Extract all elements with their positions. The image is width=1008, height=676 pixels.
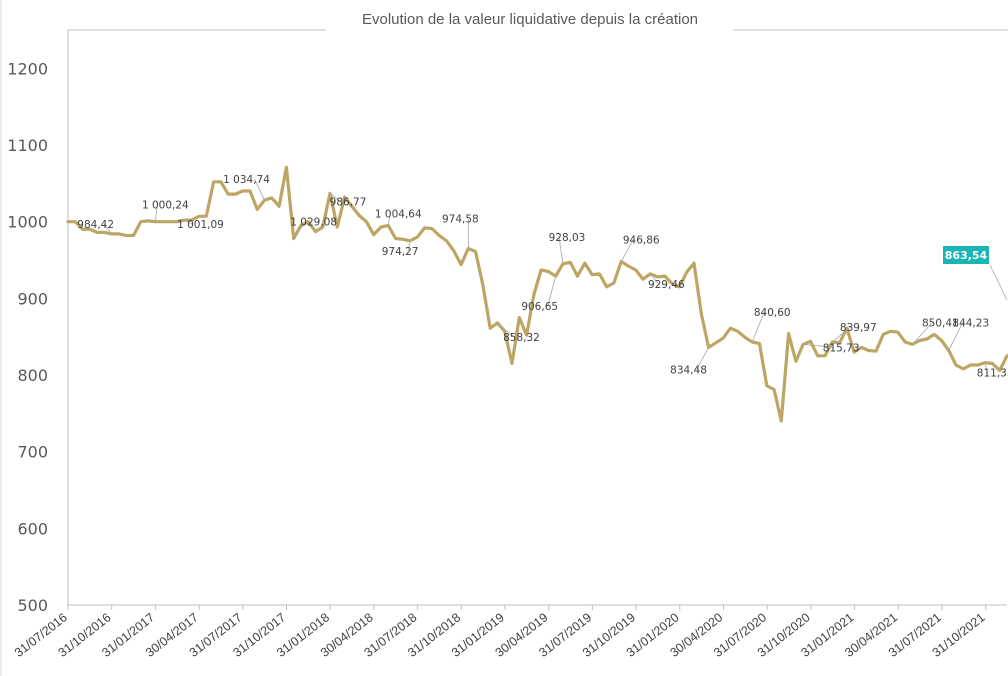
data-label: 840,60 (754, 307, 791, 319)
data-label-leader (620, 239, 634, 262)
data-label: 929,46 (648, 279, 685, 291)
last-value-leader (989, 264, 1008, 301)
data-label: 974,27 (382, 246, 419, 258)
data-label: 811,35 (977, 368, 1008, 380)
data-labels: 984,42 1 000,24 1 001,09 1 034,74 1 029,08 98… (77, 174, 1008, 380)
chart-title: Evolution de la valeur liquidative depui… (362, 11, 698, 28)
y-tick-label: 800 (17, 366, 48, 385)
data-label: 1 004,64 (375, 209, 422, 221)
data-label: 946,86 (623, 235, 660, 247)
data-label-leader (497, 322, 514, 338)
data-label: 834,48 (670, 364, 707, 376)
data-label-leader (696, 347, 709, 370)
data-label: 984,42 (77, 219, 114, 231)
series-line (66, 165, 1008, 423)
data-label: 839,97 (840, 322, 877, 334)
y-axis: 500 600 700 800 900 1000 1100 1200 (7, 59, 48, 615)
data-label: 1 000,24 (142, 200, 189, 212)
last-value-label: 863,54 (943, 246, 1008, 301)
x-axis: 31/07/201631/10/201631/01/201730/04/2017… (12, 605, 988, 660)
data-label-leader (184, 219, 193, 225)
data-label: 1 029,08 (290, 217, 337, 229)
data-label-leader (329, 192, 341, 202)
data-label-leader (751, 311, 765, 343)
y-tick-label: 500 (17, 596, 48, 615)
data-label-leader (832, 326, 851, 343)
series-layer (66, 165, 1008, 423)
data-label-leader (103, 223, 112, 235)
data-label-leader (293, 221, 306, 239)
y-tick-label: 1000 (7, 213, 48, 232)
data-label-leader (407, 240, 411, 251)
data-label: 844,23 (952, 317, 989, 329)
data-label-leader (558, 236, 564, 264)
y-tick-label: 700 (17, 443, 48, 462)
data-label: 858,32 (503, 332, 540, 344)
data-label: 1 034,74 (223, 174, 270, 186)
data-label-leader (948, 322, 964, 351)
data-label: 928,03 (549, 232, 586, 244)
data-label-leader (984, 362, 988, 373)
data-label-leader (387, 213, 391, 226)
chart-title-group: Evolution de la valeur liquidative depui… (362, 11, 698, 28)
data-label: 1 001,09 (177, 219, 224, 231)
y-tick-label: 600 (17, 519, 48, 538)
data-label-leader (254, 179, 265, 201)
data-label: 906,65 (521, 301, 558, 313)
data-label-leader (547, 275, 557, 307)
y-tick-label: 1200 (7, 59, 48, 78)
data-label: 815,73 (823, 342, 860, 354)
last-value-box (943, 246, 989, 264)
data-label-leader (650, 273, 659, 285)
data-label: 850,41 (922, 317, 959, 329)
y-tick-label: 1100 (7, 136, 48, 155)
data-label-leader (803, 343, 834, 348)
data-label-leader (912, 322, 933, 345)
data-label-leader (154, 204, 158, 222)
data-label: 974,58 (442, 214, 479, 226)
last-value-text: 863,54 (945, 249, 988, 262)
data-label: 986,77 (330, 196, 367, 208)
y-tick-label: 900 (17, 289, 48, 308)
